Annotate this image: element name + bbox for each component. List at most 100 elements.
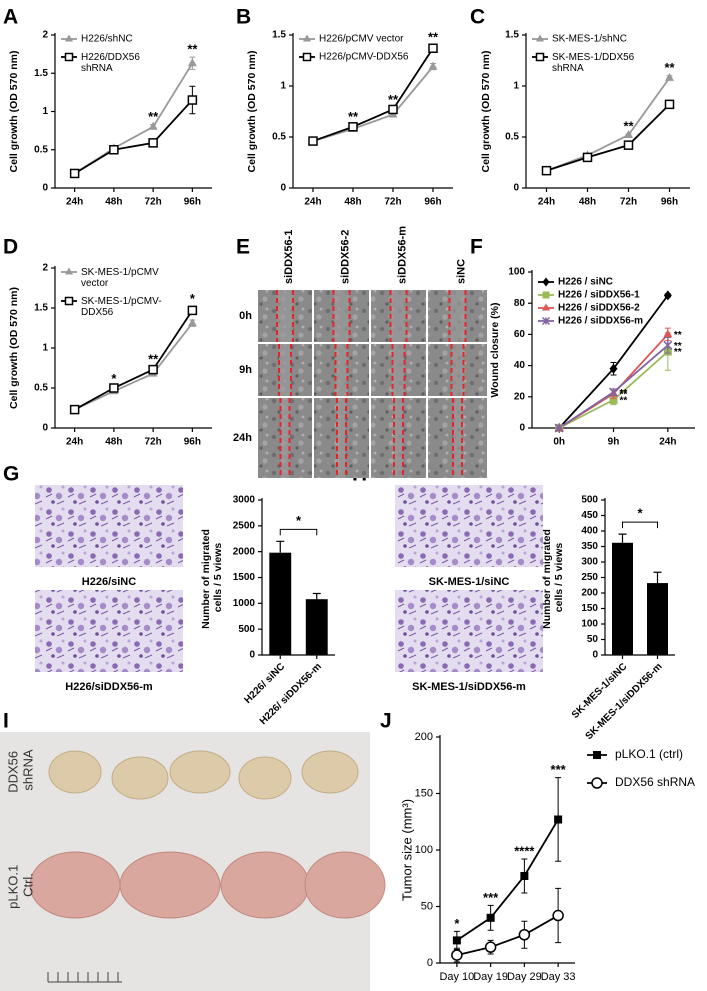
y-tick-label: 0 <box>249 650 255 661</box>
marker <box>609 395 618 404</box>
legend-label: H226 / siDDX56-2 <box>558 303 640 314</box>
marker <box>484 941 497 953</box>
marker <box>542 291 550 299</box>
transwell-image <box>395 485 543 567</box>
x-tick-label: 0h <box>553 437 565 448</box>
y-tick-label: 0 <box>592 650 598 661</box>
ruler <box>47 972 122 983</box>
y-tick-label: 2000 <box>233 546 256 557</box>
x-tick-label: 24h <box>538 197 555 208</box>
series-line <box>456 914 559 956</box>
marker <box>428 61 438 70</box>
wound-gap <box>280 398 290 478</box>
significance: ** <box>148 352 159 367</box>
marker <box>554 423 564 433</box>
y-tick-label: 3000 <box>233 495 256 506</box>
x-tick-label: 96h <box>424 197 441 208</box>
significance: ** <box>620 388 628 399</box>
x-tick-label: 24h <box>659 437 676 448</box>
marker <box>302 52 312 62</box>
y-tick-label: 200 <box>581 588 598 599</box>
x-tick-label: 9h <box>608 437 620 448</box>
text-line: Number of migrated <box>541 526 553 629</box>
transwell-image <box>35 590 183 672</box>
wound-gap <box>451 344 464 396</box>
tumor <box>29 851 121 919</box>
wound-gap <box>449 290 466 342</box>
marker <box>303 34 311 42</box>
significance: ** <box>620 396 628 407</box>
series-line <box>546 77 671 172</box>
series-line <box>558 344 669 429</box>
significance: ** <box>623 118 634 133</box>
y-tick-label: 40 <box>514 360 526 371</box>
y-tick-label: 1 <box>280 81 286 92</box>
significance: *** <box>551 762 567 777</box>
marker <box>348 122 358 132</box>
significance: ** <box>674 341 682 352</box>
legend-label: H226/pCMV-DDX56 <box>319 52 409 63</box>
significance: * <box>637 506 643 521</box>
marker <box>64 296 74 306</box>
panel-label: A <box>3 6 18 29</box>
text-line: H226/DDX56 <box>81 52 143 63</box>
y-tick-label: 2500 <box>233 520 256 531</box>
image-caption: SK-MES-1/siNC <box>429 576 510 588</box>
significance: * <box>111 371 117 386</box>
tumor <box>301 750 359 794</box>
y-tick-label: 0 <box>42 183 48 194</box>
y-tick-label: 0 <box>513 183 519 194</box>
y-tick-label: 400 <box>581 526 598 537</box>
marker <box>554 815 563 824</box>
y-tick-label: 0 <box>42 423 48 434</box>
x-tick-label: Day 29 <box>507 971 542 983</box>
legend-label: H226 / siDDX56-m <box>558 316 643 327</box>
y-tick-label: 100 <box>415 844 433 856</box>
tumor <box>220 851 310 919</box>
wound-gap <box>335 344 348 396</box>
text-line: shRNA <box>21 749 36 791</box>
significance-bracket <box>622 521 658 529</box>
marker <box>148 138 158 148</box>
y-tick-label: 0 <box>280 183 286 194</box>
y-tick-label: 1500 <box>233 572 256 583</box>
marker <box>486 913 495 922</box>
legend-label: DDX56 shRNA <box>615 775 695 789</box>
marker <box>187 318 197 327</box>
y-tick-label: 1 <box>42 343 48 354</box>
wound-gap <box>337 398 346 478</box>
y-tick-label: 100 <box>508 267 525 278</box>
marker <box>187 305 198 316</box>
error-bar <box>276 540 285 553</box>
significance: *** <box>483 890 499 905</box>
marker <box>518 929 531 941</box>
x-tick-label: 48h <box>579 197 596 208</box>
tumor <box>48 750 102 794</box>
transwell-image <box>395 590 543 672</box>
legend-label: H226/shNC <box>81 34 133 45</box>
y-tick-label: 20 <box>514 391 526 402</box>
y-tick-label: 0.5 <box>34 383 48 394</box>
significance: **** <box>514 843 535 858</box>
y-tick-label: 1.5 <box>272 30 286 41</box>
y-axis-label: Cell growth (OD 570 nm) <box>8 287 20 409</box>
significance-bracket <box>279 528 318 536</box>
legend-label: SK-MES-1/pCMV vector <box>81 267 162 289</box>
series-line <box>546 103 671 172</box>
x-tick-label: H226/ siDDX56-m <box>258 661 324 727</box>
image-caption: SK-MES-1/siDDX56-m <box>412 681 526 693</box>
y-tick-label: 50 <box>421 900 433 912</box>
marker <box>388 104 398 115</box>
marker <box>148 364 158 375</box>
marker <box>308 136 318 146</box>
wound-gap <box>453 398 462 478</box>
legend-label: H226 / siDDX56-1 <box>558 290 640 301</box>
y-tick-label: 300 <box>581 557 598 568</box>
y-tick-label: 150 <box>415 787 433 799</box>
x-tick-label: 24h <box>304 197 321 208</box>
x-tick-label: 24h <box>66 437 83 448</box>
marker <box>428 43 438 54</box>
wound-gap <box>392 344 405 396</box>
series-line <box>74 309 194 411</box>
